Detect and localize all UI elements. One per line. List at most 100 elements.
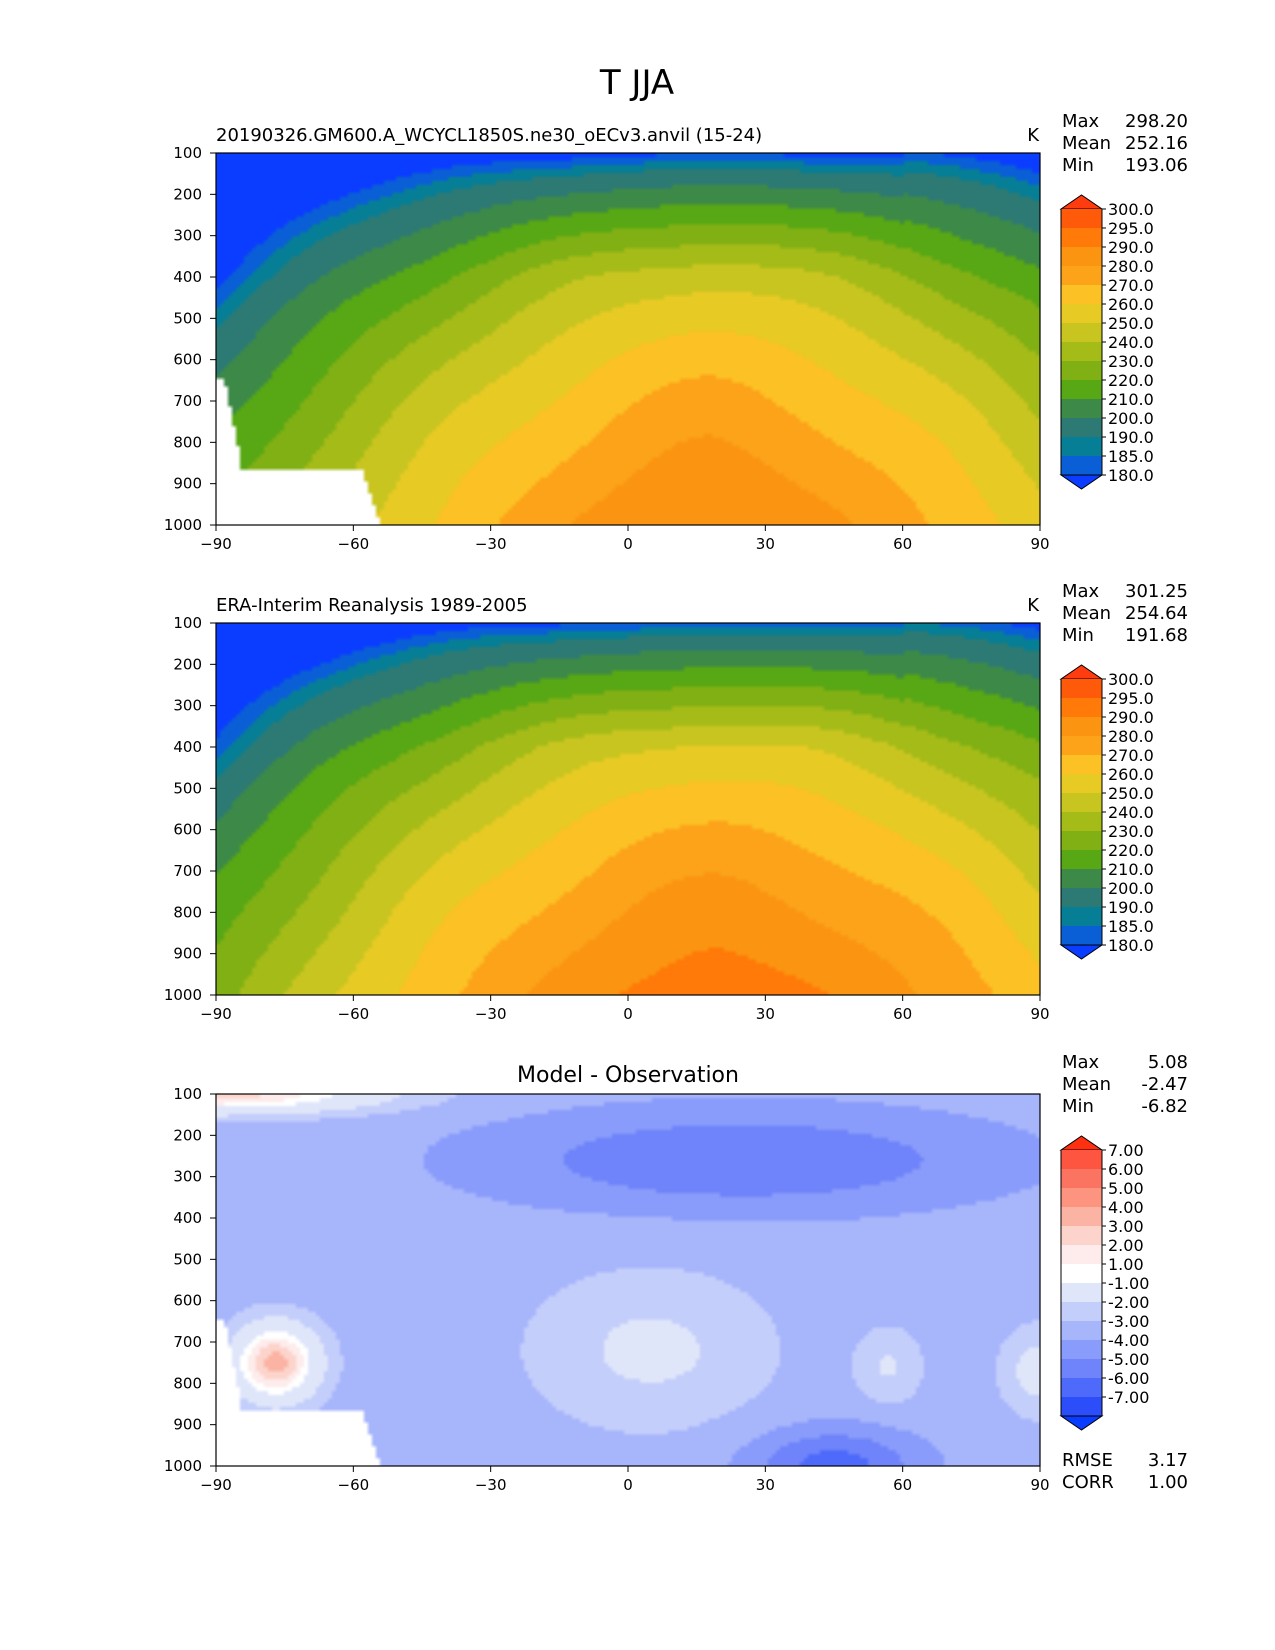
y-tick-label: 100 xyxy=(173,144,202,162)
colorbar-label: 185.0 xyxy=(1108,447,1154,466)
stat-value: -6.82 xyxy=(1141,1096,1188,1117)
y-tick-label: 100 xyxy=(173,614,202,632)
colorbar-label: 3.00 xyxy=(1108,1217,1144,1236)
y-tick-label: 200 xyxy=(173,1126,202,1144)
colorbar-segment xyxy=(1061,1207,1102,1227)
stat-label: RMSE xyxy=(1062,1450,1113,1471)
stat-label: Max xyxy=(1062,581,1100,602)
stat-label: Mean xyxy=(1062,1074,1111,1095)
colorbar-label: 300.0 xyxy=(1108,670,1154,689)
colorbar-label: 260.0 xyxy=(1108,765,1154,784)
colorbar-label: -1.00 xyxy=(1108,1274,1149,1293)
stat-value: 5.08 xyxy=(1148,1052,1188,1073)
colorbar-segment xyxy=(1061,228,1102,248)
x-tick-label: −60 xyxy=(338,1005,370,1023)
y-tick-label: 1000 xyxy=(164,1457,202,1475)
y-tick-label: 700 xyxy=(173,862,202,880)
colorbar-segment xyxy=(1061,1150,1102,1170)
colorbar-segment xyxy=(1061,1340,1102,1360)
y-tick-label: 300 xyxy=(173,1168,202,1186)
colorbar-label: -2.00 xyxy=(1108,1293,1149,1312)
x-tick-label: 30 xyxy=(756,1476,775,1494)
colorbar-segment xyxy=(1061,361,1102,381)
colorbar-extend-min xyxy=(1059,944,1104,960)
colorbar-label: 5.00 xyxy=(1108,1179,1144,1198)
panel-title: Model - Observation xyxy=(517,1063,739,1088)
colorbar-label: 290.0 xyxy=(1108,708,1154,727)
contour-field xyxy=(216,153,1040,525)
colorbar-segment xyxy=(1061,926,1102,946)
colorbar-label: 280.0 xyxy=(1108,727,1154,746)
colorbar-label: 7.00 xyxy=(1108,1141,1144,1160)
colorbar-segment xyxy=(1061,1397,1102,1417)
stat-label: Max xyxy=(1062,111,1100,132)
y-tick-label: 400 xyxy=(173,268,202,286)
y-tick-label: 900 xyxy=(173,475,202,493)
colorbar-label: 220.0 xyxy=(1108,841,1154,860)
colorbar-extend-min xyxy=(1059,1415,1104,1431)
colorbar-segment xyxy=(1061,812,1102,832)
stat-label: Min xyxy=(1062,155,1094,176)
y-tick-label: 800 xyxy=(173,903,202,921)
x-tick-label: 90 xyxy=(1030,1476,1049,1494)
x-tick-label: −30 xyxy=(475,1005,507,1023)
y-tick-label: 100 xyxy=(173,1085,202,1103)
colorbar-segment xyxy=(1061,1245,1102,1265)
x-tick-label: −30 xyxy=(475,1476,507,1494)
colorbar-label: 2.00 xyxy=(1108,1236,1144,1255)
y-tick-label: 400 xyxy=(173,1209,202,1227)
colorbar-extend-max xyxy=(1059,1135,1104,1151)
units-label: K xyxy=(1027,125,1040,146)
colorbar-segment xyxy=(1061,698,1102,718)
stat-value: 301.25 xyxy=(1125,581,1188,602)
y-tick-label: 200 xyxy=(173,185,202,203)
colorbar-segment xyxy=(1061,209,1102,229)
colorbar-extend-max xyxy=(1059,194,1104,210)
colorbar-segment xyxy=(1061,399,1102,419)
colorbar-label: 185.0 xyxy=(1108,917,1154,936)
colorbar-label: 230.0 xyxy=(1108,822,1154,841)
colorbar-label: 295.0 xyxy=(1108,689,1154,708)
colorbar-segment xyxy=(1061,1264,1102,1284)
colorbar-label: 210.0 xyxy=(1108,860,1154,879)
contour-field xyxy=(216,623,1040,995)
colorbar-label: 180.0 xyxy=(1108,466,1154,485)
colorbar-label: 200.0 xyxy=(1108,879,1154,898)
y-tick-label: 600 xyxy=(173,821,202,839)
x-tick-label: 0 xyxy=(623,1005,633,1023)
colorbar-segment xyxy=(1061,437,1102,457)
y-tick-label: 300 xyxy=(173,227,202,245)
y-tick-label: 200 xyxy=(173,655,202,673)
colorbar-label: 260.0 xyxy=(1108,295,1154,314)
colorbar-segment xyxy=(1061,285,1102,305)
x-tick-label: −60 xyxy=(338,535,370,553)
colorbar-label: 230.0 xyxy=(1108,352,1154,371)
colorbar-label: 200.0 xyxy=(1108,409,1154,428)
colorbar-segment xyxy=(1061,418,1102,438)
stat-value: 298.20 xyxy=(1125,111,1188,132)
y-tick-label: 800 xyxy=(173,433,202,451)
y-tick-label: 600 xyxy=(173,351,202,369)
colorbar-label: 180.0 xyxy=(1108,936,1154,955)
colorbar-segment xyxy=(1061,1378,1102,1398)
colorbar-segment xyxy=(1061,736,1102,756)
x-tick-label: −90 xyxy=(200,535,232,553)
x-tick-label: 0 xyxy=(623,535,633,553)
y-tick-label: 1000 xyxy=(164,516,202,534)
colorbar-label: 270.0 xyxy=(1108,746,1154,765)
colorbar-segment xyxy=(1061,850,1102,870)
colorbar-segment xyxy=(1061,304,1102,324)
panel-title: 20190326.GM600.A_WCYCL1850S.ne30_oECv3.a… xyxy=(216,125,762,146)
colorbar-label: 240.0 xyxy=(1108,803,1154,822)
colorbar-label: 295.0 xyxy=(1108,219,1154,238)
stat-label: CORR xyxy=(1062,1472,1114,1493)
colorbar-label: -5.00 xyxy=(1108,1350,1149,1369)
colorbar-label: -6.00 xyxy=(1108,1369,1149,1388)
colorbar-segment xyxy=(1061,266,1102,286)
y-tick-label: 700 xyxy=(173,392,202,410)
x-tick-label: 30 xyxy=(756,1005,775,1023)
colorbar-label: -3.00 xyxy=(1108,1312,1149,1331)
colorbar-segment xyxy=(1061,793,1102,813)
